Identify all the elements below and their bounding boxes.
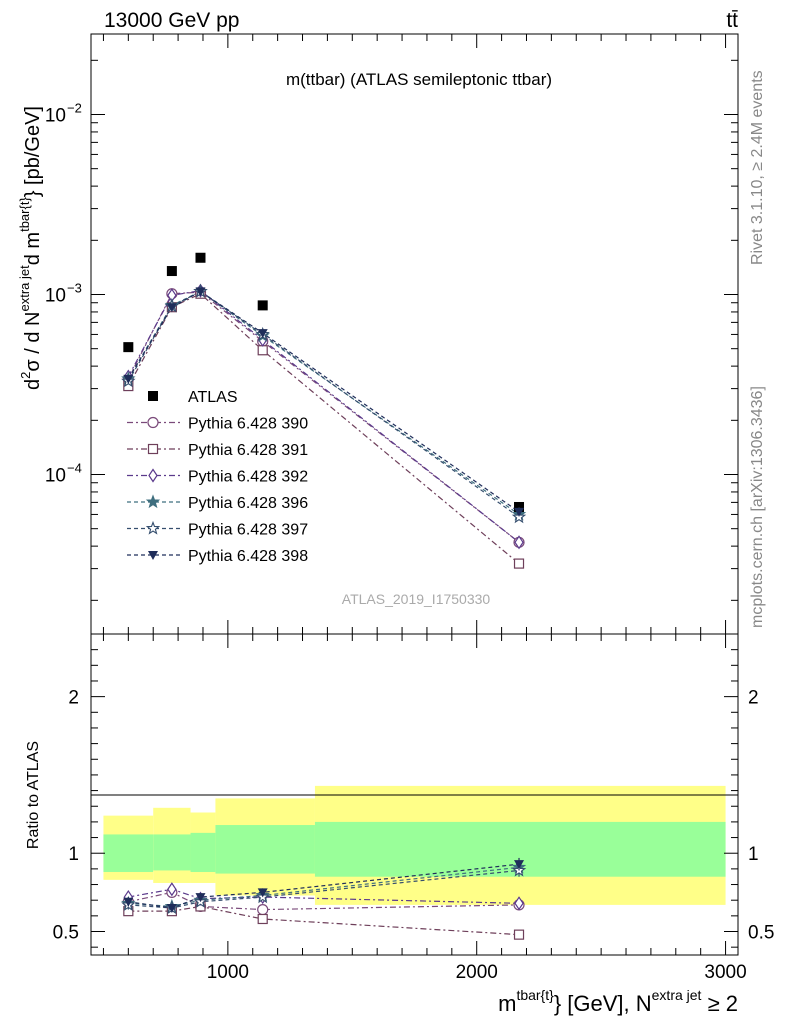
main-y-tick-label-exponent: −3 [67, 280, 82, 295]
series-6-point [514, 507, 525, 517]
ratio-series-0-point [257, 903, 269, 916]
ratio-marks [121, 857, 527, 940]
ratio-series-5-point [166, 904, 177, 914]
main-y-axis-label: d2σ / d Nextra jetd mtbar{t}} [pb/GeV] [17, 106, 44, 390]
x-axis-label: mtbar{t}} [GeV], Nextra jet ≥ 2 [498, 987, 738, 1016]
main-panel: 10−410−310−2 m(ttbar) (ATLAS semileptoni… [17, 33, 739, 635]
series-line-3 [127, 290, 520, 543]
ylabel-d: d [22, 379, 44, 390]
series-2-point [257, 345, 268, 356]
ratio-series-line-0 [128, 891, 520, 911]
legend: ATLAS Pythia 6.428 390 Pythia 6.428 391 Pyt… [127, 389, 308, 565]
series-0-point [195, 252, 206, 263]
series-3-point [514, 535, 524, 550]
ratio-band-inner [153, 834, 191, 871]
x-tick-label: 3000 [704, 962, 746, 983]
series-0-point [257, 300, 268, 311]
series-line-2 [127, 293, 520, 565]
header-left-label: 13000 GeV pp [104, 9, 239, 32]
xlabel-tail: ≥ 2 [701, 991, 738, 1016]
main-y-tick-label: 10 [45, 466, 66, 487]
ratio-y-tick-label: 1 [68, 844, 79, 865]
ratio-band-inner [190, 832, 216, 873]
legend-label: Pythia 6.428 391 [188, 442, 308, 459]
main-marks [121, 252, 527, 569]
main-y-tick-label-exponent: −2 [67, 100, 82, 115]
ratio-series-2-point [514, 896, 524, 911]
ratio-y-tick-label-right: 0.5 [748, 923, 774, 944]
xlabel-sup-extra: extra jet [652, 987, 702, 1003]
main-x-ticks [102, 34, 727, 634]
ratio-plot-frame [90, 633, 739, 956]
mcplots-label: mcplots.cern.ch [arXiv:1306.3436] [749, 386, 766, 628]
ylabel-tail: } [pb/GeV] [22, 106, 44, 197]
main-title: m(ttbar) (ATLAS semileptonic ttbar) [286, 70, 552, 89]
header-right-label: tt̄ [726, 9, 738, 32]
ratio-series-5-point [123, 897, 134, 907]
legend-marker [147, 443, 159, 455]
legend-marker [145, 520, 161, 535]
ylabel-sup-2: 2 [18, 372, 33, 379]
legend-marker [147, 416, 159, 429]
series-2-point [513, 558, 525, 569]
x-tick-label: 1000 [207, 962, 249, 983]
series-0-point [166, 266, 177, 277]
ratio-bands [103, 785, 726, 905]
legend-marker [148, 391, 158, 401]
series-0-point [123, 342, 134, 353]
ylabel-sup-tbar: tbar{t} [17, 197, 32, 232]
series-line-6 [127, 290, 520, 513]
series-6-point [257, 329, 268, 339]
ratio-series-line-1 [128, 905, 520, 936]
ratio-y-tick-label-right: 1 [748, 844, 759, 865]
ratio-panel: 0.5 0.5 1 1 2 2 1000 2000 3000 Ratio to ATLAS m… [25, 633, 774, 1016]
legend-label: Pythia 6.428 397 [188, 522, 308, 539]
series-6-point [195, 287, 206, 297]
xlabel-sup-tbar: tbar{t} [516, 987, 554, 1003]
ratio-series-line-5 [128, 863, 520, 909]
legend-label: Pythia 6.428 392 [188, 469, 308, 486]
main-y-tick-label: 10 [45, 105, 66, 126]
ratio-x-ticks: 1000 2000 3000 [102, 634, 747, 983]
ratio-series-5-point [257, 888, 268, 898]
ylabel-dm: d m [22, 232, 44, 265]
ratio-band-inner [103, 834, 154, 873]
ratio-y-tick-label: 0.5 [53, 923, 79, 944]
ratio-series-5-point [514, 860, 525, 870]
legend-label: Pythia 6.428 390 [188, 416, 308, 433]
legend-label: ATLAS [188, 389, 238, 406]
ratio-y-ticks: 0.5 0.5 1 1 2 2 [53, 649, 774, 948]
series-line-4 [127, 290, 520, 515]
ratio-y-tick-label-right: 2 [748, 688, 759, 709]
main-y-tick-label-exponent: −4 [67, 461, 82, 476]
ratio-series-1-point [257, 913, 268, 925]
series-6-point [123, 374, 134, 384]
ratio-y-tick-label: 2 [68, 688, 79, 709]
rivet-label: Rivet 3.1.10, ≥ 2.4M events [749, 70, 766, 265]
ratio-band-inner [215, 825, 315, 874]
legend-label: Pythia 6.428 396 [188, 495, 308, 512]
series-line-1 [127, 291, 520, 543]
ratio-series-5-point [195, 893, 206, 903]
legend-marker [145, 494, 161, 509]
main-y-tick-label: 10 [45, 285, 66, 306]
ratio-y-axis-label: Ratio to ATLAS [25, 741, 42, 849]
ylabel-sup-extra: extra jet [17, 265, 32, 312]
series-line-5 [127, 290, 520, 518]
ratio-series-2-point [167, 882, 177, 897]
watermark: ATLAS_2019_I1750330 [342, 591, 491, 607]
xlabel-mid: } [GeV], N [554, 991, 652, 1016]
legend-marker [148, 468, 158, 483]
ratio-series-1-point [513, 929, 525, 940]
main-y-ticks: 10−410−310−2 [45, 59, 738, 601]
main-plot-frame [90, 33, 739, 635]
xlabel-m: m [498, 991, 516, 1016]
ylabel-sigma: σ / d N [22, 312, 44, 372]
series-6-point [166, 303, 177, 313]
legend-marker [148, 551, 158, 560]
x-tick-label: 2000 [456, 962, 498, 983]
legend-label: Pythia 6.428 398 [188, 548, 308, 565]
